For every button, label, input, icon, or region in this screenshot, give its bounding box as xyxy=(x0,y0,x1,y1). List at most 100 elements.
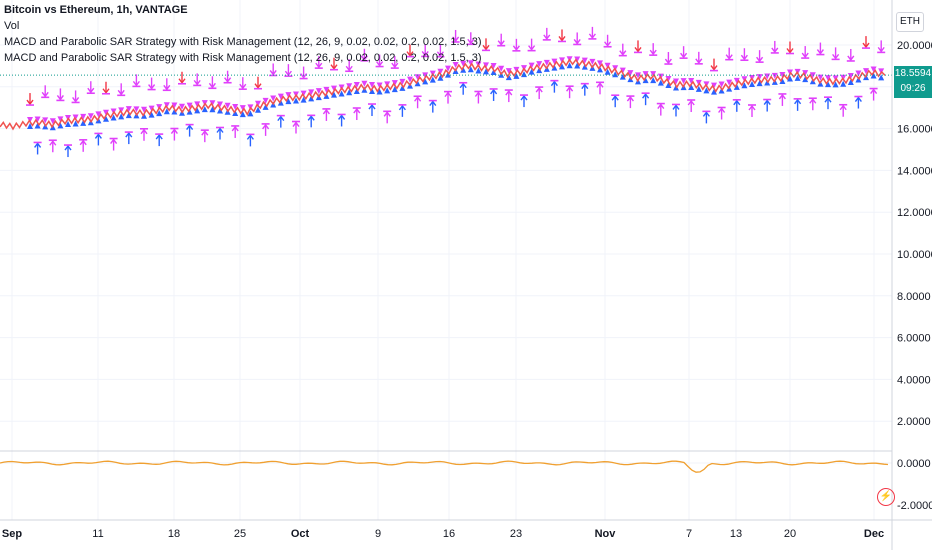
signal-tick xyxy=(505,68,512,75)
long-arrow xyxy=(383,111,391,124)
signal-tick xyxy=(186,102,193,109)
signal-tick xyxy=(581,57,588,64)
lightning-icon[interactable]: ⚡ xyxy=(877,488,895,506)
short-arrow xyxy=(649,43,657,56)
signal-tick xyxy=(186,108,193,115)
signal-tick xyxy=(429,76,436,83)
signal-tick xyxy=(787,75,793,82)
signal-tick xyxy=(125,112,132,119)
signal-tick xyxy=(657,79,664,86)
signal-tick xyxy=(749,80,755,87)
signal-tick xyxy=(635,72,641,79)
signal-tick xyxy=(255,106,261,113)
signal-tick xyxy=(604,62,611,69)
signal-tick xyxy=(270,95,277,102)
price-axis[interactable]: 20.000018.000016.000014.000012.000010.00… xyxy=(897,40,932,512)
strategy-indicator-label[interactable]: MACD and Parabolic SAR Strategy with Ris… xyxy=(4,36,482,48)
signal-tick xyxy=(543,59,550,66)
signal-tick xyxy=(711,88,717,95)
signal-tick xyxy=(95,111,102,118)
signal-tick xyxy=(802,70,809,77)
short-arrow xyxy=(497,33,505,46)
signal-tick xyxy=(627,70,634,77)
sell-signal-markers xyxy=(27,62,885,131)
short-arrow xyxy=(467,32,475,45)
price-tick-label: 12.0000 xyxy=(897,207,932,219)
signal-tick xyxy=(133,106,140,113)
long-arrow xyxy=(79,139,87,152)
signal-tick xyxy=(369,82,375,89)
signal-tick xyxy=(49,118,56,125)
short-arrow xyxy=(406,44,414,57)
signal-tick xyxy=(467,60,474,67)
signal-tick xyxy=(452,61,459,68)
date-tick-label: 23 xyxy=(510,528,522,540)
price-tick-label: 8.0000 xyxy=(897,291,931,303)
signal-tick xyxy=(817,74,824,81)
short-arrow xyxy=(56,88,64,101)
oscillator-line xyxy=(0,460,889,473)
signal-tick xyxy=(262,103,269,110)
signal-tick xyxy=(57,122,64,129)
signal-tick xyxy=(72,120,79,127)
price-line xyxy=(0,58,886,131)
last-price-badge: 18.5594 09:26 xyxy=(894,66,932,98)
signal-tick xyxy=(665,82,672,89)
short-arrow xyxy=(801,46,809,59)
long-arrow xyxy=(201,129,209,143)
signal-tick xyxy=(437,74,444,81)
signal-tick xyxy=(118,113,125,120)
signal-tick xyxy=(300,90,307,97)
short-arrow xyxy=(771,40,779,54)
strategy-indicator-label-2[interactable]: MACD and Parabolic SAR Strategy with Ris… xyxy=(4,52,482,64)
signal-tick xyxy=(528,62,535,69)
signal-tick xyxy=(445,65,451,72)
signal-tick xyxy=(361,80,368,87)
short-arrow xyxy=(269,63,277,76)
long-arrow xyxy=(733,99,741,112)
long-arrow xyxy=(186,124,194,137)
short-arrow xyxy=(558,29,566,42)
long-arrow xyxy=(155,133,163,147)
short-arrow xyxy=(543,27,551,41)
short-arrow xyxy=(41,85,49,98)
signal-tick xyxy=(832,81,839,88)
long-arrow xyxy=(64,144,72,158)
signal-tick xyxy=(194,107,201,114)
short-arrow xyxy=(102,81,110,94)
long-arrow xyxy=(94,133,102,146)
signal-tick xyxy=(612,71,619,78)
date-tick-label: 11 xyxy=(92,528,103,540)
signal-tick xyxy=(536,61,543,68)
date-tick-label: Dec xyxy=(864,528,884,540)
short-arrow xyxy=(725,47,733,60)
signal-tick xyxy=(156,110,163,117)
date-axis[interactable]: Sep 11 18 25 Oct 9 16 23 Nov 7 13 20 Dec xyxy=(2,528,884,540)
signal-tick xyxy=(559,57,565,64)
symbol-button[interactable]: ETH xyxy=(896,12,924,32)
signal-tick xyxy=(277,99,284,106)
long-arrow xyxy=(870,88,878,101)
long-arrow xyxy=(49,140,57,153)
signal-tick xyxy=(27,117,33,124)
signal-tick xyxy=(619,73,626,80)
signal-tick xyxy=(110,114,117,121)
signal-tick xyxy=(840,80,847,87)
signal-tick xyxy=(80,113,87,120)
signal-tick xyxy=(103,115,109,122)
signal-tick xyxy=(163,108,170,115)
signal-tick xyxy=(34,122,41,129)
signal-tick xyxy=(399,84,406,91)
volume-indicator-label[interactable]: Vol xyxy=(4,20,20,32)
short-arrow xyxy=(664,52,672,65)
signal-tick xyxy=(764,79,771,86)
date-tick-label: Oct xyxy=(291,528,310,540)
long-arrow xyxy=(322,108,330,121)
long-arrow xyxy=(657,103,665,116)
signal-tick xyxy=(680,78,687,85)
signal-tick xyxy=(741,82,748,89)
short-arrow xyxy=(224,70,232,83)
short-arrow xyxy=(604,34,612,47)
signal-tick xyxy=(277,93,284,100)
